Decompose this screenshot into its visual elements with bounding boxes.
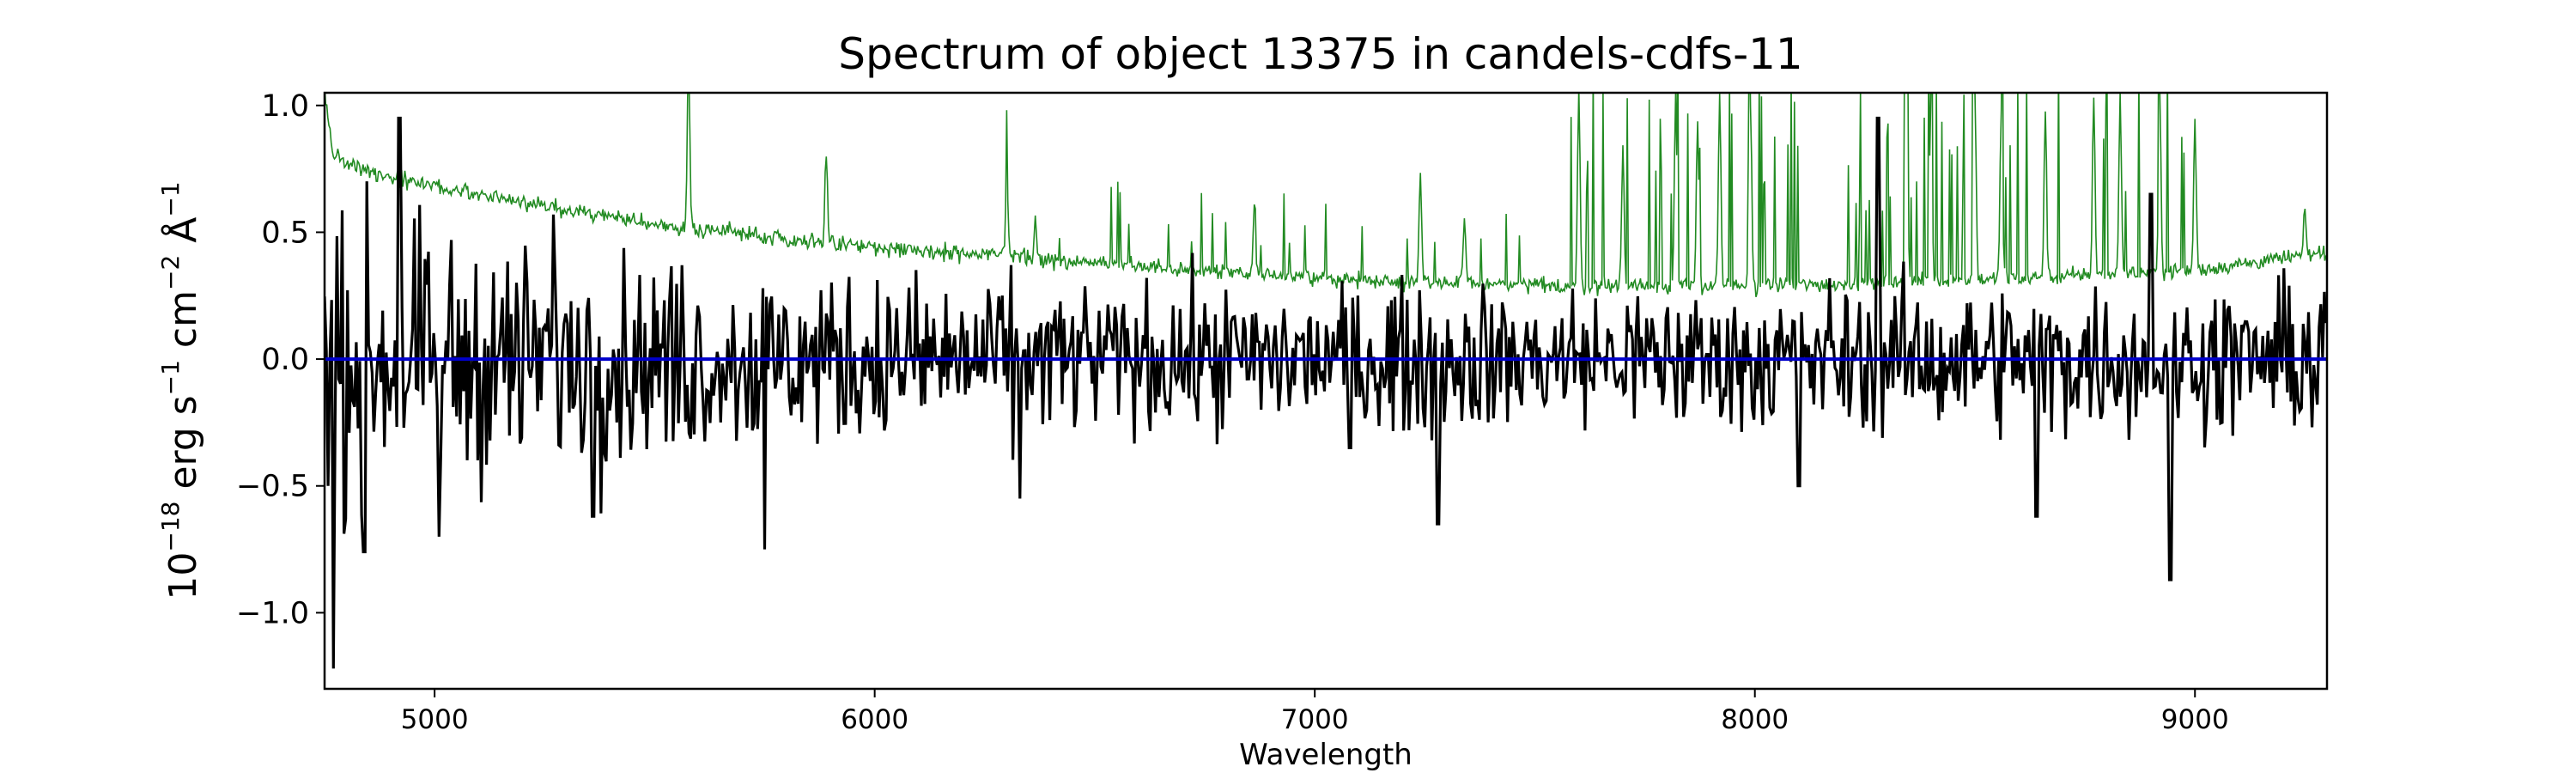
x-axis: 5000 6000 7000 8000 9000 bbox=[401, 689, 2229, 735]
x-tick-label: 7000 bbox=[1281, 704, 1349, 735]
x-tick-label: 9000 bbox=[2161, 704, 2229, 735]
y-tick-label: −0.5 bbox=[236, 470, 309, 504]
y-tick-label: −1.0 bbox=[236, 596, 309, 630]
y-tick-label: 0.0 bbox=[261, 343, 309, 377]
x-axis-label: Wavelength bbox=[1239, 738, 1413, 772]
y-tick-label: 1.0 bbox=[261, 89, 309, 124]
plot-frame bbox=[323, 91, 2329, 691]
x-tick-label: 8000 bbox=[1721, 704, 1789, 735]
y-axis: −1.0 −0.5 0.0 0.5 1.0 bbox=[236, 89, 325, 630]
y-axis-label: 10−18 erg s−1 cm−2 Å−1 bbox=[156, 181, 205, 600]
chart-title: Spectrum of object 13375 in candels-cdfs… bbox=[838, 29, 1803, 79]
series-error-spectrum bbox=[325, 93, 2327, 298]
x-tick-label: 5000 bbox=[401, 704, 469, 735]
y-tick-label: 0.5 bbox=[261, 216, 309, 250]
series-layer bbox=[325, 93, 2327, 669]
x-tick-label: 6000 bbox=[841, 704, 908, 735]
